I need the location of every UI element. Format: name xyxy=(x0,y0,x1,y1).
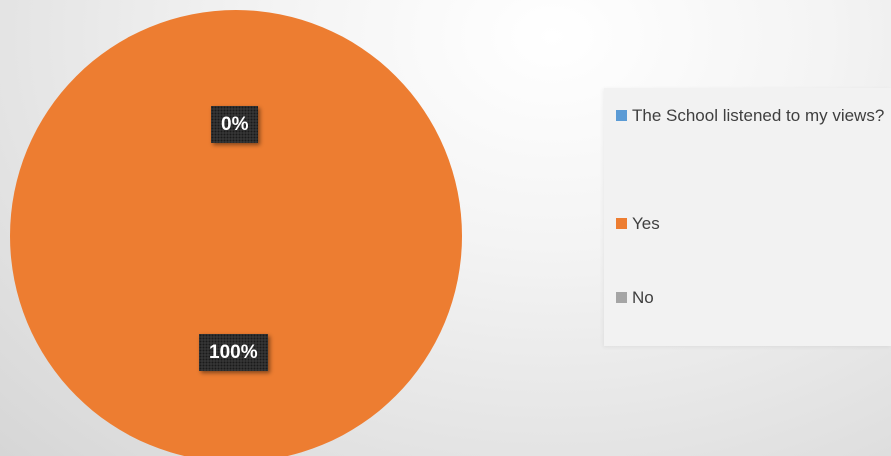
legend-swatch-no xyxy=(616,292,627,303)
data-label-zero: 0% xyxy=(211,106,259,143)
legend-label-yes: Yes xyxy=(632,214,660,233)
legend-item-no: No xyxy=(616,286,891,310)
legend-label-question: The School listened to my views? xyxy=(632,106,885,125)
legend-swatch-question xyxy=(616,110,627,121)
legend-item-question: The School listened to my views? xyxy=(616,104,891,128)
legend: The School listened to my views? Yes No xyxy=(604,88,891,346)
data-label-yes: 100% xyxy=(199,334,268,371)
pie-slice-yes xyxy=(10,10,462,456)
legend-swatch-yes xyxy=(616,218,627,229)
legend-item-yes: Yes xyxy=(616,212,891,236)
legend-label-no: No xyxy=(632,288,654,307)
